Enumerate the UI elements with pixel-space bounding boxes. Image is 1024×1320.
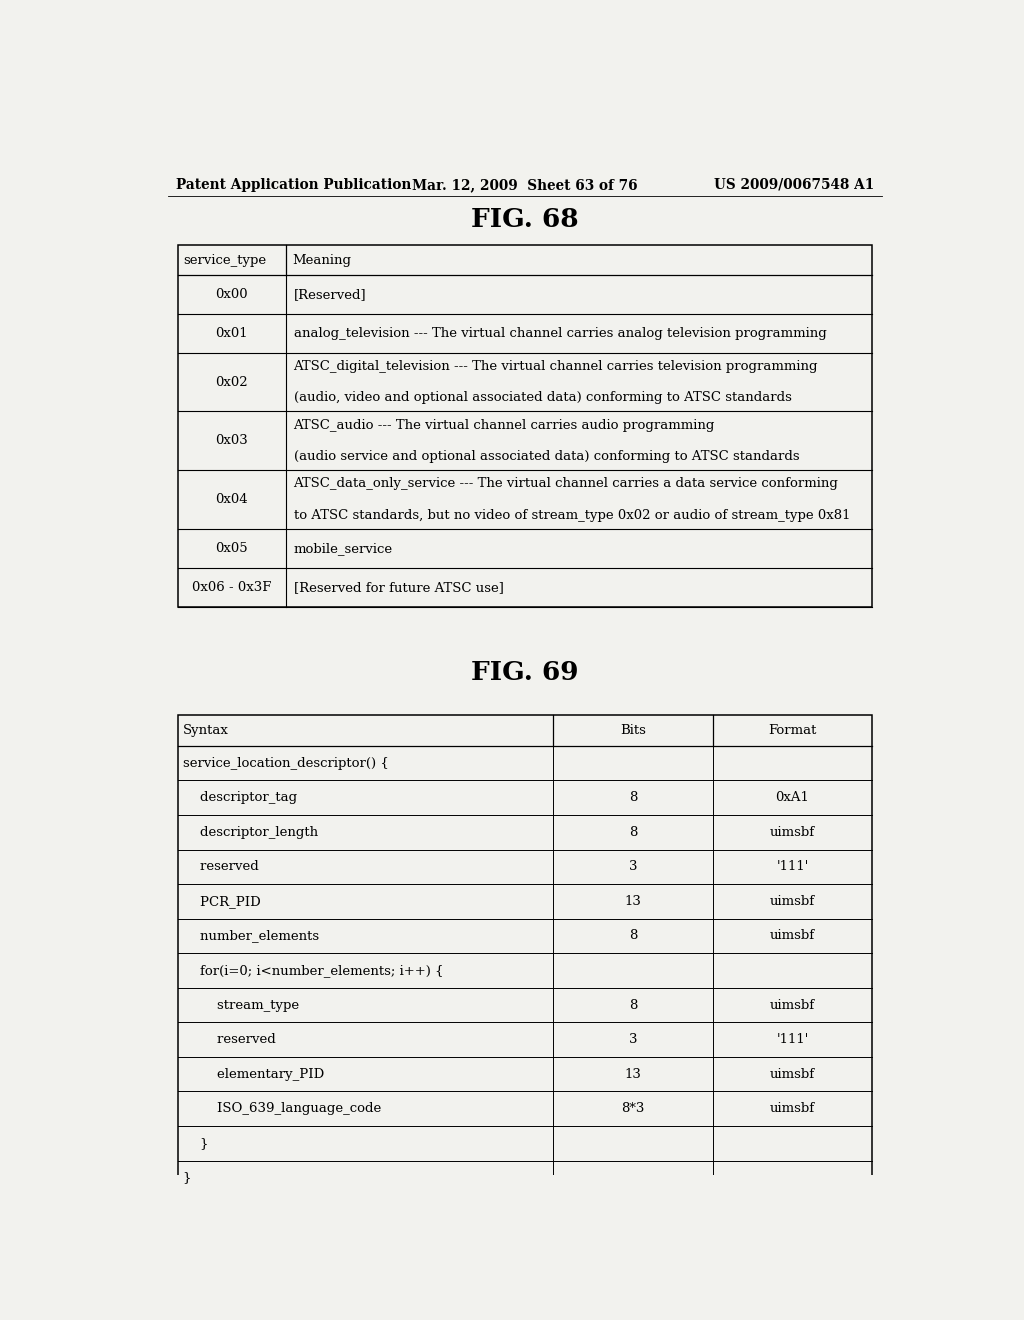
- Text: FIG. 69: FIG. 69: [471, 660, 579, 685]
- Text: service_location_descriptor() {: service_location_descriptor() {: [182, 756, 389, 770]
- Text: '111': '111': [776, 861, 809, 874]
- Text: 0x03: 0x03: [215, 434, 248, 447]
- Text: Meaning: Meaning: [292, 253, 351, 267]
- Text: ATSC_data_only_service --- The virtual channel carries a data service conforming: ATSC_data_only_service --- The virtual c…: [294, 478, 839, 491]
- Text: number_elements: number_elements: [182, 929, 318, 942]
- Text: uimsbf: uimsbf: [770, 929, 815, 942]
- Bar: [178, 715, 872, 1195]
- Text: descriptor_tag: descriptor_tag: [182, 791, 297, 804]
- Text: service_type: service_type: [182, 253, 266, 267]
- Text: for(i=0; i<number_elements; i++) {: for(i=0; i<number_elements; i++) {: [182, 964, 443, 977]
- Text: 8: 8: [629, 929, 637, 942]
- Text: 0x04: 0x04: [215, 494, 248, 507]
- Text: Format: Format: [768, 725, 817, 737]
- Text: US 2009/0067548 A1: US 2009/0067548 A1: [714, 178, 873, 191]
- Text: 3: 3: [629, 861, 637, 874]
- Text: ATSC_audio --- The virtual channel carries audio programming: ATSC_audio --- The virtual channel carri…: [294, 418, 715, 432]
- Text: stream_type: stream_type: [182, 998, 299, 1011]
- Text: }: }: [182, 1137, 208, 1150]
- Text: '111': '111': [776, 1034, 809, 1047]
- Text: uimsbf: uimsbf: [770, 895, 815, 908]
- Text: to ATSC standards, but no video of stream_type 0x02 or audio of stream_type 0x81: to ATSC standards, but no video of strea…: [294, 510, 850, 523]
- Text: 0x01: 0x01: [215, 327, 248, 339]
- Bar: [178, 244, 872, 607]
- Text: 13: 13: [625, 1068, 641, 1081]
- Text: }: }: [182, 1171, 191, 1184]
- Text: [Reserved]: [Reserved]: [294, 288, 367, 301]
- Text: ATSC_digital_television --- The virtual channel carries television programming: ATSC_digital_television --- The virtual …: [294, 359, 818, 372]
- Text: 3: 3: [629, 1034, 637, 1047]
- Text: mobile_service: mobile_service: [294, 543, 392, 556]
- Text: 8: 8: [629, 791, 637, 804]
- Text: Patent Application Publication: Patent Application Publication: [176, 178, 411, 191]
- Text: [Reserved for future ATSC use]: [Reserved for future ATSC use]: [294, 581, 504, 594]
- Text: FIG. 68: FIG. 68: [471, 207, 579, 232]
- Text: uimsbf: uimsbf: [770, 826, 815, 838]
- Text: 8*3: 8*3: [622, 1102, 644, 1115]
- Text: 13: 13: [625, 895, 641, 908]
- Text: 0x02: 0x02: [215, 375, 248, 388]
- Text: ISO_639_language_code: ISO_639_language_code: [182, 1102, 381, 1115]
- Text: 8: 8: [629, 826, 637, 838]
- Text: reserved: reserved: [182, 861, 258, 874]
- Text: PCR_PID: PCR_PID: [182, 895, 260, 908]
- Text: (audio service and optional associated data) conforming to ATSC standards: (audio service and optional associated d…: [294, 450, 799, 463]
- Text: elementary_PID: elementary_PID: [182, 1068, 324, 1081]
- Text: reserved: reserved: [182, 1034, 275, 1047]
- Text: Bits: Bits: [620, 725, 646, 737]
- Text: Syntax: Syntax: [182, 725, 228, 737]
- Text: uimsbf: uimsbf: [770, 1102, 815, 1115]
- Text: 0xA1: 0xA1: [775, 791, 810, 804]
- Text: uimsbf: uimsbf: [770, 998, 815, 1011]
- Text: 0x05: 0x05: [215, 543, 248, 556]
- Text: descriptor_length: descriptor_length: [182, 826, 317, 838]
- Text: 0x06 - 0x3F: 0x06 - 0x3F: [193, 581, 271, 594]
- Text: 0x00: 0x00: [215, 288, 248, 301]
- Text: (audio, video and optional associated data) conforming to ATSC standards: (audio, video and optional associated da…: [294, 392, 792, 404]
- Text: analog_television --- The virtual channel carries analog television programming: analog_television --- The virtual channe…: [294, 327, 826, 339]
- Text: Mar. 12, 2009  Sheet 63 of 76: Mar. 12, 2009 Sheet 63 of 76: [412, 178, 638, 191]
- Text: 8: 8: [629, 998, 637, 1011]
- Text: uimsbf: uimsbf: [770, 1068, 815, 1081]
